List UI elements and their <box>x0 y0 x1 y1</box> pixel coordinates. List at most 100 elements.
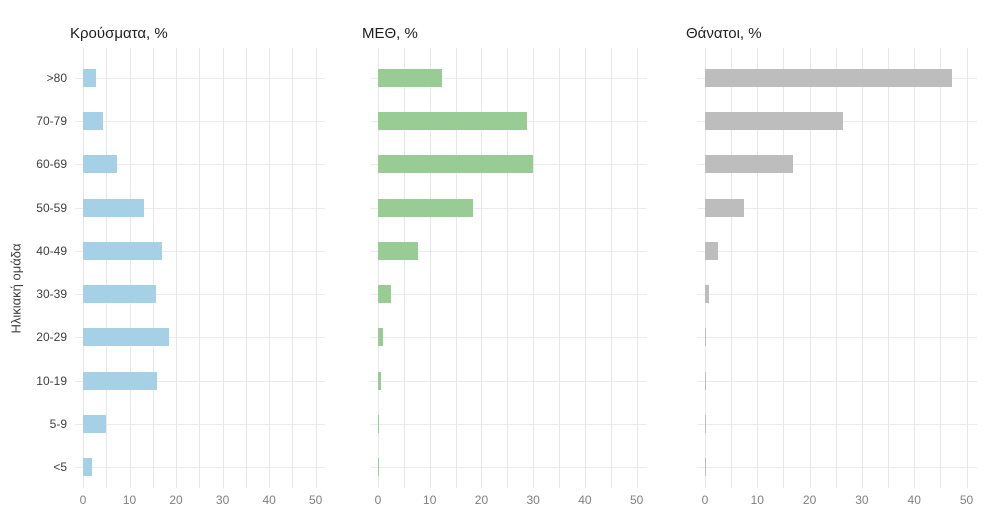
y-category-label: 10-19 <box>36 373 67 388</box>
vertical-gridline <box>481 48 483 488</box>
horizontal-gridline <box>697 207 977 209</box>
bar <box>378 69 443 87</box>
horizontal-gridline <box>697 466 977 468</box>
vertical-gridline <box>940 48 942 488</box>
y-category-label: 50-59 <box>36 200 67 215</box>
vertical-gridline <box>861 48 863 488</box>
panel-deaths-title: Θάνατοι, % <box>686 25 762 42</box>
bar <box>83 371 157 390</box>
horizontal-gridline <box>697 250 977 252</box>
horizontal-gridline <box>697 337 977 339</box>
horizontal-gridline <box>370 78 647 79</box>
x-tick-label: 40 <box>907 493 921 507</box>
panel-cases-title: Κρούσματα, % <box>70 25 168 42</box>
vertical-gridline <box>835 48 837 488</box>
panel-icu-title: ΜΕΘ, % <box>362 25 418 42</box>
x-tick-label: 50 <box>629 493 644 507</box>
horizontal-gridline <box>697 294 977 296</box>
bar <box>83 241 162 260</box>
y-category-label: 60-69 <box>36 157 67 172</box>
vertical-gridline <box>292 48 294 488</box>
x-tick-label: 10 <box>423 493 437 507</box>
icu-plot-area <box>370 48 647 488</box>
x-tick-label: 40 <box>578 493 592 507</box>
horizontal-gridline <box>370 294 647 296</box>
y-category-label: >80 <box>46 71 67 85</box>
bar <box>705 241 718 260</box>
vertical-gridline <box>315 48 317 488</box>
bar <box>705 285 709 304</box>
plot-field <box>378 48 647 488</box>
horizontal-gridline <box>370 207 647 209</box>
bar <box>705 112 844 131</box>
bar <box>83 112 103 131</box>
bar <box>378 457 380 476</box>
bar <box>83 198 144 217</box>
panel-deaths: Θάνατοι, % 0 10 20 30 40 50 <box>686 8 977 512</box>
vertical-gridline <box>199 48 201 488</box>
vertical-gridline <box>129 48 131 488</box>
x-tick-label: 20 <box>474 493 489 507</box>
x-tick-label: 10 <box>750 493 764 507</box>
y-axis-category-labels: >80 70-79 60-69 50-59 40-49 30-39 20-29 10-19 5-… <box>28 48 75 488</box>
cases-plot-area <box>75 48 325 488</box>
bar <box>705 198 745 217</box>
vertical-gridline <box>152 48 154 488</box>
horizontal-gridline <box>697 164 977 166</box>
x-tick-label: 50 <box>309 493 323 507</box>
x-tick-label: 10 <box>122 493 137 507</box>
y-category-label: <5 <box>53 459 67 474</box>
y-category-label: 70-79 <box>36 114 67 129</box>
vertical-gridline <box>610 48 612 488</box>
x-axis-field: 0 10 20 30 40 50 <box>80 488 325 512</box>
panel-cases: Κρούσματα, % >80 70-79 60-69 50-59 40-49 30-3… <box>28 8 325 512</box>
x-tick-label: 40 <box>262 493 276 507</box>
icu-x-axis: 0 10 20 30 40 50 <box>370 488 647 512</box>
horizontal-gridline <box>370 423 647 425</box>
bar <box>705 155 793 174</box>
x-axis-field: 0 10 20 30 40 50 <box>374 488 647 512</box>
vertical-gridline <box>636 48 638 488</box>
bar <box>378 414 380 433</box>
x-axis-field: 0 10 20 30 40 50 <box>701 488 977 512</box>
x-tick-label: 20 <box>802 493 817 507</box>
bar <box>705 328 706 347</box>
x-tick-label: 30 <box>215 493 230 507</box>
x-tick-label: 0 <box>701 493 709 507</box>
bar <box>83 69 97 87</box>
vertical-gridline <box>533 48 535 488</box>
bar <box>705 371 706 390</box>
vertical-gridline <box>176 48 178 488</box>
bar <box>705 69 952 87</box>
bar <box>83 457 93 476</box>
deaths-plot-area <box>697 48 977 488</box>
vertical-gridline <box>106 48 108 488</box>
horizontal-gridline <box>697 380 977 382</box>
bar <box>705 457 706 476</box>
horizontal-gridline <box>370 466 647 468</box>
horizontal-gridline <box>697 423 977 425</box>
y-category-label: 5-9 <box>49 416 67 431</box>
horizontal-gridline <box>370 380 647 382</box>
plot-field <box>83 48 325 488</box>
cases-x-axis: 0 10 20 30 40 50 <box>75 488 325 512</box>
bar <box>83 155 118 174</box>
y-category-label: 30-39 <box>36 287 67 302</box>
bar <box>378 198 474 217</box>
y-category-label: 20-29 <box>36 330 67 345</box>
x-tick-label: 50 <box>959 493 974 507</box>
panel-icu: ΜΕΘ, % 0 10 20 30 40 50 <box>362 8 647 512</box>
x-tick-label: 0 <box>374 493 382 507</box>
vertical-gridline <box>222 48 224 488</box>
vertical-gridline <box>705 48 706 488</box>
vertical-gridline <box>507 48 509 488</box>
vertical-gridline <box>269 48 271 488</box>
vertical-gridline <box>559 48 561 488</box>
bar <box>378 112 527 131</box>
bar <box>378 241 418 260</box>
vertical-gridline <box>245 48 247 488</box>
x-tick-label: 30 <box>526 493 540 507</box>
bar <box>378 285 392 304</box>
bar <box>83 285 156 304</box>
